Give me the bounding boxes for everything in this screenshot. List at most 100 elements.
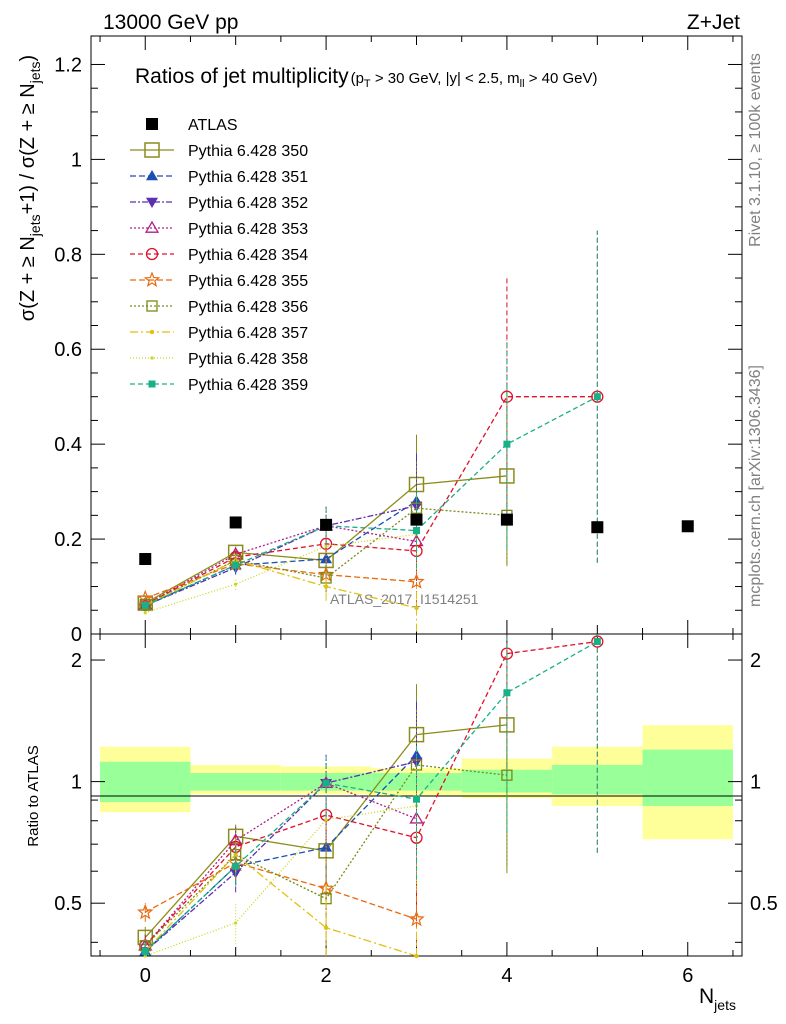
y-tick-label: 1 <box>71 149 82 171</box>
legend-label: Pythia 6.428 358 <box>188 351 308 368</box>
legend-marker <box>148 380 156 388</box>
data-point <box>413 527 420 535</box>
legend-label: ATLAS <box>188 117 238 134</box>
atlas-point <box>320 518 333 531</box>
ratio-tick-label: 1 <box>71 772 82 794</box>
header-left: 13000 GeV pp <box>103 11 238 34</box>
legend: ATLAS Pythia 6.428 350 Pythia 6.428 351 Pyt… <box>130 117 308 394</box>
legend-label: Pythia 6.428 352 <box>188 195 308 212</box>
series-ratio <box>139 701 423 958</box>
ratio-point <box>324 818 328 822</box>
ratio-series-line <box>144 764 507 947</box>
ratio-series-line <box>144 640 598 947</box>
legend-marker <box>146 170 158 181</box>
data-point <box>408 573 425 589</box>
ratio-point <box>137 903 154 920</box>
legend-label: Pythia 6.428 357 <box>188 325 308 342</box>
legend-label: Pythia 6.428 353 <box>188 221 308 238</box>
data-point <box>143 611 147 615</box>
header-right: Z+Jet <box>687 11 740 34</box>
legend-marker <box>146 300 158 312</box>
data-point <box>234 582 238 586</box>
ratio-series-line <box>144 754 417 952</box>
series-line <box>144 505 417 607</box>
legend-marker <box>146 118 158 130</box>
series-ratio <box>143 838 419 959</box>
atlas-point <box>410 513 423 526</box>
atlas-point <box>591 521 604 534</box>
band-inner <box>100 761 191 803</box>
ratio-tick-label: 2 <box>71 650 82 672</box>
main-panel-series <box>137 230 694 632</box>
y-tick-label: 0.4 <box>54 434 82 456</box>
x-axis-label: Njets <box>699 985 736 1013</box>
data-point <box>232 561 240 569</box>
ratio-tick-label-right: 2 <box>750 650 761 672</box>
data-point <box>137 589 154 606</box>
data-point <box>414 605 419 611</box>
legend-label: Pythia 6.428 350 <box>188 143 308 160</box>
atlas-point <box>139 553 152 566</box>
legend-marker <box>146 197 158 208</box>
y-tick-label: 0 <box>71 624 82 646</box>
band-inner <box>190 773 281 791</box>
series-main <box>139 453 423 612</box>
mcplots-label: mcplots.cern.ch [arXiv:1306.3436] <box>747 365 764 607</box>
series-line <box>145 563 417 600</box>
atlas-point <box>500 513 513 526</box>
series-line <box>144 500 417 607</box>
y-axis-label: σ(Z + ≥ Njets+1) / σ(Z + ≥ Njets) <box>17 55 43 321</box>
ratio-point <box>503 689 511 697</box>
data-point <box>139 598 151 611</box>
series-ratio <box>141 634 601 956</box>
ratio-point <box>593 638 601 646</box>
ratio-tick-label-right: 1 <box>750 772 761 794</box>
series-line <box>144 559 417 609</box>
series-line <box>144 396 598 607</box>
analysis-tag: ATLAS_2017_I1514251 <box>330 591 479 607</box>
atlas-data <box>139 513 694 566</box>
series-ratio <box>137 832 425 956</box>
ratio-y-axis-label: Ratio to ATLAS <box>25 745 42 846</box>
legend-label: Pythia 6.428 355 <box>188 273 308 290</box>
y-tick-label: 0.8 <box>54 244 82 266</box>
y-tick-label: 0.6 <box>54 339 82 361</box>
band-inner <box>642 749 733 807</box>
data-point <box>323 584 329 589</box>
legend-label: Pythia 6.428 356 <box>188 299 308 316</box>
x-tick-label: 6 <box>682 965 693 987</box>
ratio-series-line <box>144 853 417 957</box>
y-tick-label: 0.2 <box>54 529 82 551</box>
atlas-point <box>229 516 242 529</box>
legend-label: Pythia 6.428 359 <box>188 377 308 394</box>
legend-label: Pythia 6.428 354 <box>188 247 308 264</box>
ratio-point <box>141 947 149 955</box>
ratio-series-line <box>144 862 417 920</box>
legend-marker <box>143 271 161 288</box>
ratio-point <box>414 953 419 959</box>
legend-marker <box>150 356 154 360</box>
ratio-point <box>323 925 329 930</box>
ratio-series-line <box>145 805 417 957</box>
ratio-panel-series <box>137 634 604 959</box>
data-point <box>324 544 328 548</box>
legend-marker <box>144 142 160 158</box>
ratio-series-line <box>144 782 417 947</box>
data-point <box>593 393 601 401</box>
ratio-point <box>322 779 330 787</box>
data-point <box>141 602 149 610</box>
data-point <box>503 440 511 448</box>
ratio-tick-label-right: 0.5 <box>750 893 778 915</box>
ratio-point <box>233 852 238 857</box>
ratio-point <box>408 910 425 927</box>
legend-marker <box>144 220 160 233</box>
ratio-point <box>413 795 420 803</box>
ratio-series-line <box>144 640 598 952</box>
rivet-label: Rivet 3.1.10, ≥ 100k events <box>747 53 764 247</box>
series-line <box>144 525 417 606</box>
ratio-series-line <box>144 761 417 952</box>
ratio-point <box>234 921 238 925</box>
legend-label: Pythia 6.428 351 <box>188 169 308 186</box>
legend-marker <box>145 247 159 261</box>
